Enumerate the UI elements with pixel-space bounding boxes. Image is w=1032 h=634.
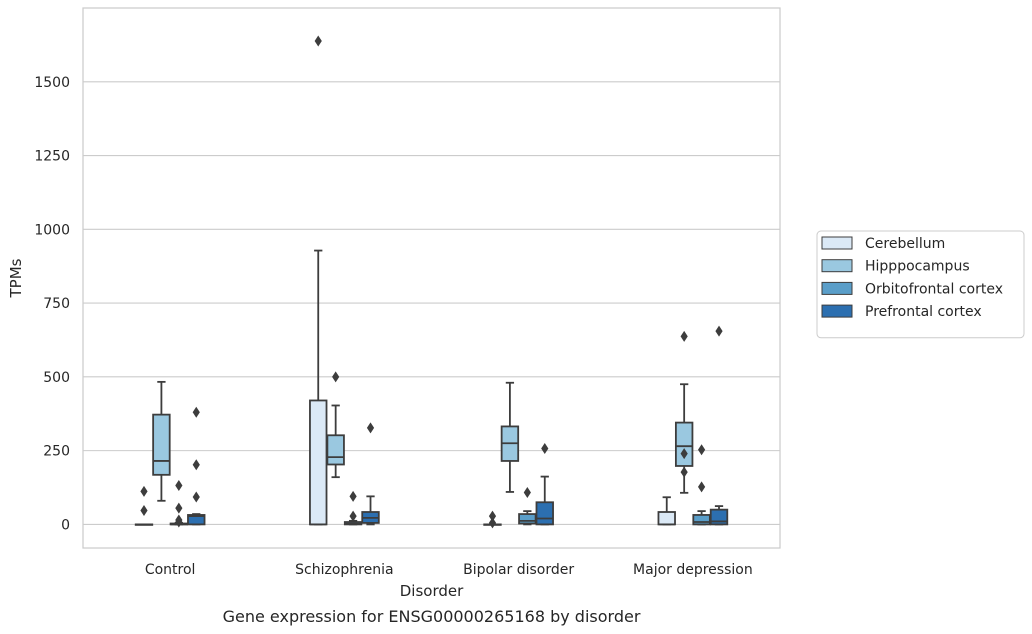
- series-group: [187, 325, 729, 526]
- box-element: [134, 485, 154, 526]
- outlier-point: [541, 443, 549, 455]
- y-tick-label: 1000: [34, 222, 70, 238]
- series-group: [134, 35, 676, 529]
- y-tick-label: 1500: [34, 75, 70, 91]
- x-tick-label: Major depression: [633, 562, 753, 578]
- box-element: [169, 479, 189, 528]
- outlier-point: [192, 459, 200, 471]
- legend-item: Prefrontal cortex: [821, 304, 982, 320]
- box-element: [187, 406, 206, 526]
- box-element: [361, 422, 380, 526]
- legend-frame: [816, 230, 1025, 339]
- grid-lines: [83, 81, 780, 525]
- iqr-box: [535, 501, 554, 526]
- box-element: [518, 487, 537, 526]
- outlier-point: [488, 517, 497, 529]
- outlier-point: [680, 448, 688, 460]
- box-element: [483, 510, 502, 529]
- legend-item: Orbitofrontal cortex: [821, 281, 1003, 297]
- iqr-box: [657, 511, 676, 526]
- box-element: [709, 325, 729, 526]
- box-element: [152, 380, 171, 502]
- outlier-point: [192, 406, 200, 418]
- outlier-point: [192, 491, 200, 503]
- legend-item: Hipppocampus: [821, 259, 970, 275]
- y-tick-label: 500: [43, 370, 70, 386]
- y-tick-label: 1250: [34, 149, 70, 165]
- iqr-box: [692, 514, 711, 526]
- outlier-point: [140, 505, 148, 517]
- legend-swatch: [821, 259, 853, 273]
- x-axis-label: Disorder: [400, 582, 464, 600]
- series-group: [152, 330, 694, 502]
- series-group: [169, 444, 711, 528]
- outlier-point: [523, 487, 531, 499]
- y-tick-labels: 0 250 500 750 1000 1250 1500: [34, 75, 70, 534]
- box-element: [535, 443, 554, 526]
- legend: Cerebellum Hipppocampus Orbitofrontal cort…: [816, 230, 1025, 339]
- box-element: [692, 444, 711, 526]
- outlier-point: [715, 325, 723, 337]
- x-tick-label: Schizophrenia: [295, 562, 393, 578]
- outlier-point: [140, 485, 148, 497]
- iqr-box: [674, 421, 694, 467]
- box-element: [657, 496, 676, 526]
- iqr-box: [326, 434, 345, 466]
- legend-swatch: [821, 281, 853, 295]
- outlier-point: [488, 510, 497, 522]
- outlier-point: [332, 371, 340, 383]
- outlier-point: [175, 502, 183, 514]
- outlier-point: [349, 490, 357, 502]
- iqr-box: [152, 413, 171, 476]
- chart-caption: Gene expression for ENSG00000265168 by d…: [223, 607, 641, 626]
- outlier-point: [697, 481, 706, 493]
- plot-frame: [82, 7, 781, 549]
- box-element: [309, 35, 328, 526]
- y-tick-label: 750: [43, 296, 70, 312]
- x-tick-label: Bipolar disorder: [463, 562, 574, 578]
- box-element: [674, 330, 694, 494]
- x-tick-labels: Control Schizophrenia Bipolar disorder Majo…: [145, 562, 753, 578]
- box-element: [343, 490, 363, 526]
- legend-swatch: [821, 236, 853, 250]
- y-axis-label: TPMs: [7, 258, 25, 298]
- box-series: [134, 35, 729, 529]
- iqr-box: [518, 513, 537, 525]
- y-tick-label: 0: [61, 517, 70, 533]
- iqr-box: [309, 399, 328, 526]
- outlier-point: [314, 35, 322, 47]
- iqr-box: [187, 514, 206, 526]
- outlier-point: [349, 510, 357, 522]
- legend-swatch: [821, 304, 853, 318]
- legend-label: Hipppocampus: [865, 259, 970, 275]
- legend-label: Orbitofrontal cortex: [865, 281, 1003, 297]
- box-element: [326, 371, 345, 479]
- legend-label: Prefrontal cortex: [865, 304, 982, 320]
- x-tick-label: Control: [145, 562, 196, 578]
- legend-label: Cerebellum: [865, 236, 945, 252]
- legend-item: Cerebellum: [821, 236, 945, 252]
- outlier-point: [680, 466, 688, 478]
- outlier-point: [175, 479, 183, 491]
- outlier-point: [366, 422, 375, 434]
- box-element: [500, 381, 520, 493]
- outlier-point: [697, 444, 706, 456]
- outlier-point: [680, 330, 688, 342]
- y-tick-label: 250: [43, 444, 70, 460]
- outlier-point: [175, 516, 183, 528]
